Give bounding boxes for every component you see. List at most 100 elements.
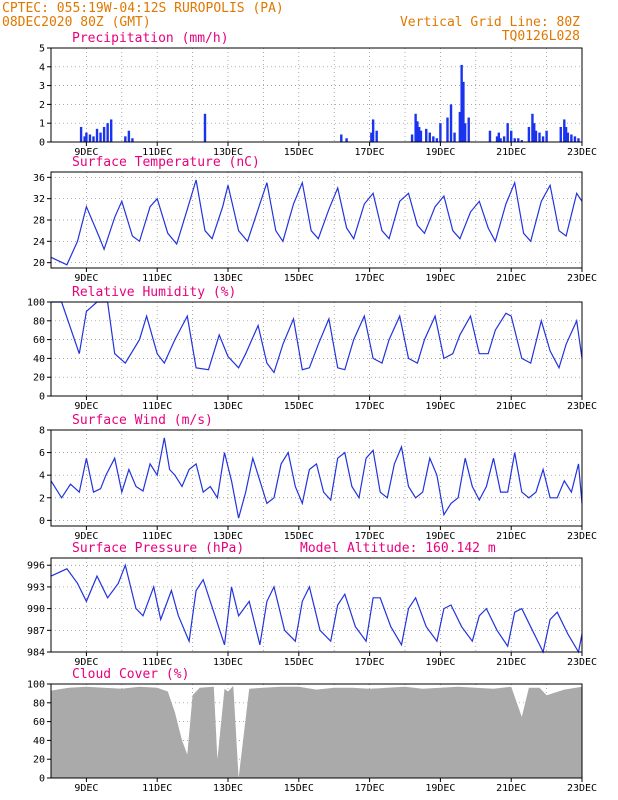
x-tick-label: 19DEC [425,657,455,668]
x-tick-label: 13DEC [213,147,243,158]
x-tick-label: 13DEC [213,401,243,412]
x-tick-label: 9DEC [74,147,98,158]
x-tick-label: 21DEC [496,401,526,412]
precip-bar [109,119,113,142]
precip-bar [416,121,419,142]
precip-bar [531,113,534,142]
x-tick-label: 23DEC [567,273,597,284]
y-tick-label: 8 [39,426,45,437]
panel-frame [50,429,583,527]
precip-bar [345,138,348,142]
station-label: CPTEC: 055:19W-04:12S RUROPOLIS (PA) [2,1,284,16]
y-tick-label: 60 [33,335,45,346]
precip-bar [497,132,501,142]
x-tick-label: 15DEC [284,531,314,542]
precip-bar [99,132,102,142]
run-code-label: TQ0126L028 [502,29,580,44]
precip-bar [410,134,414,142]
precip-bar [462,81,465,142]
precip-bar [566,132,570,142]
x-tick-label: 21DEC [496,783,526,794]
precip-bar [340,134,343,142]
x-tick-label: 23DEC [567,783,597,794]
precip-bar [449,104,453,142]
x-tick-label: 11DEC [142,783,172,794]
precip-bar [541,136,545,142]
y-tick-label: 3 [39,81,45,92]
x-tick-label: 19DEC [425,273,455,284]
y-tick-label: 60 [33,717,45,728]
panel-frame [50,47,583,143]
y-tick-label: 990 [27,604,45,615]
precip-bar [460,64,463,142]
precip-bar [458,111,462,142]
precip-bar [370,132,373,142]
panel-cloud-cover: Cloud Cover (%) 0 20 40 60 80 100 9DEC 11DEC 13DE… [27,667,597,794]
panel-temperature: Surface Temperature (nC) 20 24 28 32 36 9DEC 11… [33,155,597,284]
x-tick-label: 11DEC [142,273,172,284]
precip-bar [502,136,506,142]
panel-pressure: Surface Pressure (hPa) Model Altitude: 1… [27,541,597,668]
y-tick-label: 100 [27,298,45,309]
panel-wind: Surface Wind (m/s) 0 2 4 6 8 9DEC 11DEC 13DEC 15D… [39,413,597,542]
precip-bar [510,130,513,142]
y-tick-label: 20 [33,373,45,384]
x-tick-label: 13DEC [213,657,243,668]
x-tick-label: 9DEC [74,401,98,412]
precip-bar [428,132,431,142]
precip-bar [463,123,467,142]
x-tick-label: 21DEC [496,147,526,158]
y-tick-label: 2 [39,493,45,504]
y-tick-label: 32 [33,194,45,205]
x-tick-label: 21DEC [496,657,526,668]
y-tick-label: 0 [39,516,45,527]
precip-bar [520,140,524,142]
precip-bar [570,134,573,142]
precip-bar [495,136,499,142]
precip-bar [534,130,538,142]
y-tick-label: 20 [33,258,45,269]
humidity-line [51,301,583,374]
wind-title: Surface Wind (m/s) [72,413,213,428]
x-tick-label: 19DEC [425,531,455,542]
y-tick-label: 996 [27,561,45,572]
precip-bar [533,123,536,142]
x-tick-label: 11DEC [142,147,172,158]
y-tick-label: 4 [39,471,45,482]
y-tick-label: 0 [39,774,45,785]
precip-bar [453,132,456,142]
precip-bar [131,138,134,142]
y-tick-label: 0 [39,138,45,149]
temperature-title: Surface Temperature (nC) [72,155,260,170]
x-tick-label: 13DEC [213,531,243,542]
precip-bar [83,136,86,142]
precip-bar [425,128,428,142]
y-tick-label: 100 [27,680,45,691]
precip-bar [573,136,577,142]
cloud-title: Cloud Cover (%) [72,667,189,682]
x-tick-label: 15DEC [284,783,314,794]
x-tick-label: 11DEC [142,531,172,542]
y-tick-label: 6 [39,448,45,459]
precip-bar [488,130,492,142]
x-tick-label: 21DEC [496,531,526,542]
precip-bar [203,113,207,142]
date-label: 08DEC2020 80Z (GMT) [2,15,151,30]
wind-line [50,437,583,519]
x-tick-label: 21DEC [496,273,526,284]
y-tick-label: 40 [33,736,45,747]
x-tick-label: 23DEC [567,401,597,412]
precip-bar [375,130,378,142]
x-tick-label: 9DEC [74,783,98,794]
y-tick-label: 5 [39,44,45,55]
pressure-title: Surface Pressure (hPa) [72,541,244,556]
model-altitude-label: Model Altitude: 160.142 m [300,541,496,556]
x-tick-label: 11DEC [142,657,172,668]
temperature-line [50,179,583,266]
precip-bar [127,130,131,142]
y-tick-label: 28 [33,216,45,227]
y-tick-label: 1 [39,119,45,130]
x-tick-label: 19DEC [425,147,455,158]
precip-bar [446,117,449,142]
x-tick-label: 19DEC [425,401,455,412]
